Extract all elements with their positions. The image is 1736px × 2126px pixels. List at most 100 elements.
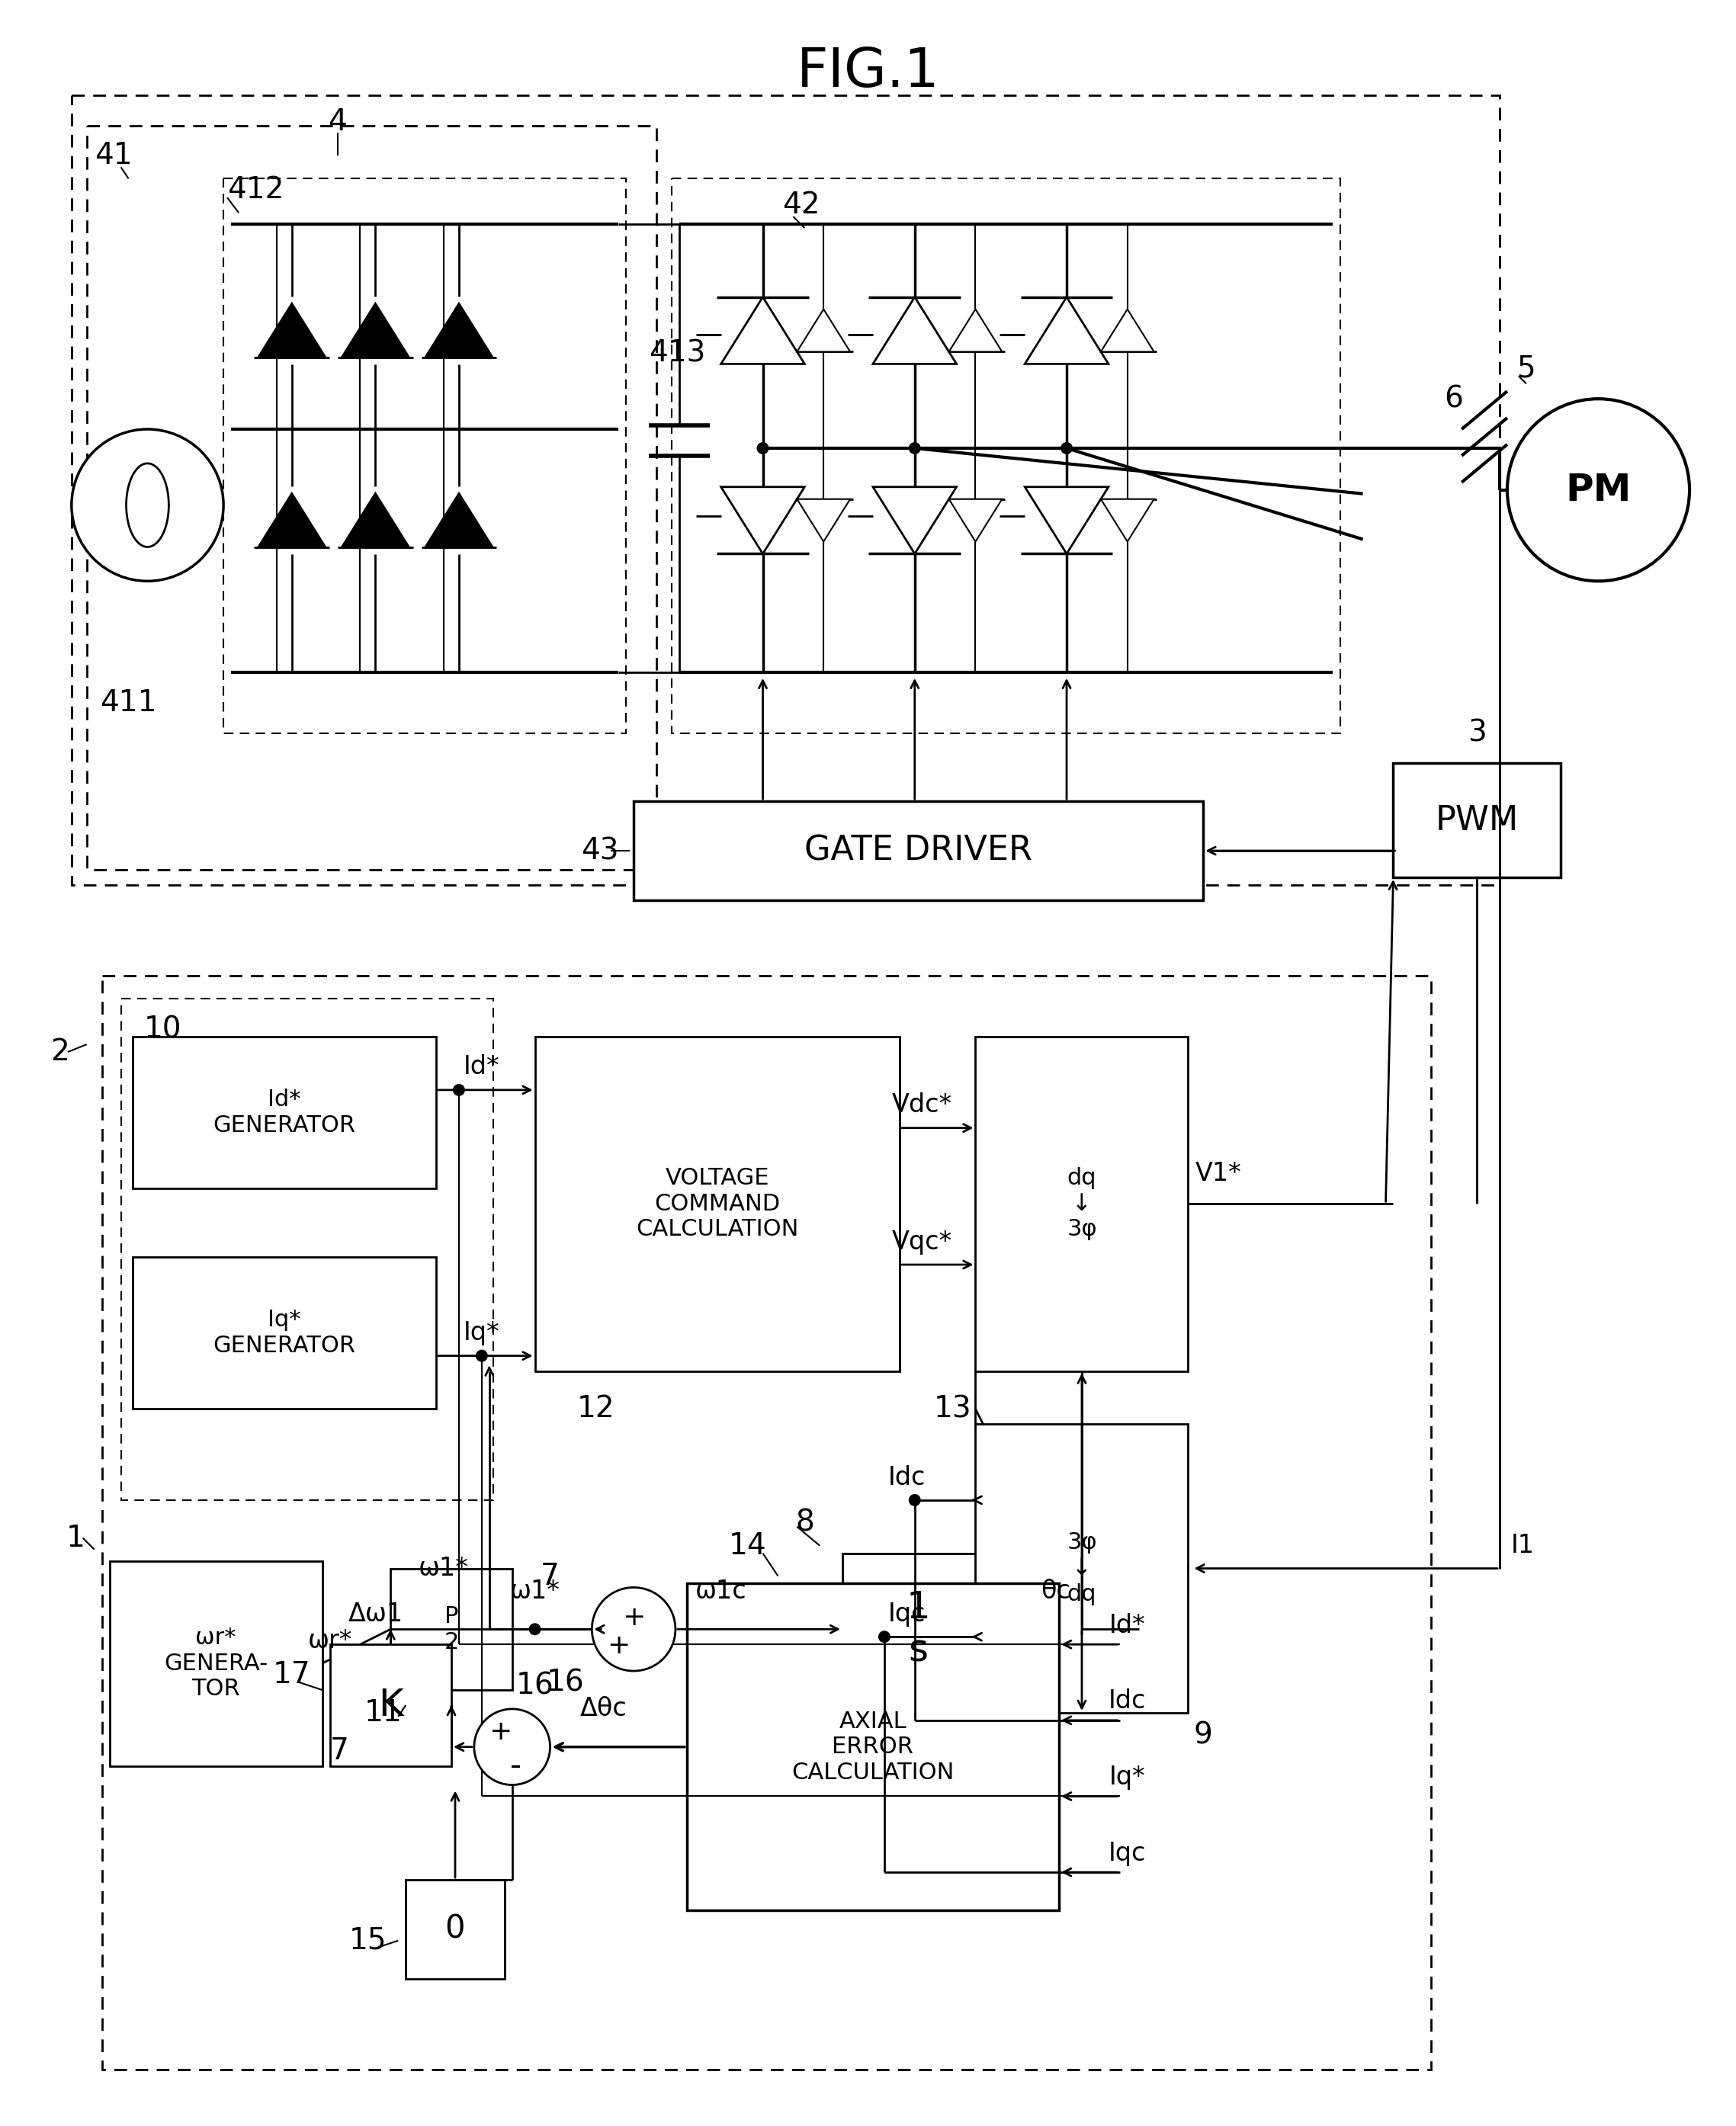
Text: FIG.1: FIG.1 bbox=[797, 47, 939, 98]
Text: +: + bbox=[490, 1718, 512, 1745]
Text: Iq*: Iq* bbox=[464, 1320, 500, 1346]
Bar bbox=[406, 1879, 505, 1979]
Text: I1: I1 bbox=[1510, 1533, 1535, 1558]
Text: P
2: P 2 bbox=[444, 1605, 458, 1654]
Polygon shape bbox=[950, 308, 1002, 351]
Polygon shape bbox=[797, 500, 851, 542]
Circle shape bbox=[908, 442, 920, 455]
Polygon shape bbox=[1101, 500, 1154, 542]
Text: AXIAL
ERROR
CALCULATION: AXIAL ERROR CALCULATION bbox=[792, 1709, 955, 1784]
Text: 5: 5 bbox=[1517, 353, 1536, 383]
Text: 7: 7 bbox=[330, 1737, 349, 1765]
Text: 413: 413 bbox=[649, 338, 705, 368]
Bar bbox=[132, 1256, 436, 1410]
Text: VOLTAGE
COMMAND
CALCULATION: VOLTAGE COMMAND CALCULATION bbox=[635, 1167, 799, 1242]
Text: Δθc: Δθc bbox=[580, 1697, 627, 1722]
Text: Id*
GENERATOR: Id* GENERATOR bbox=[214, 1089, 356, 1137]
Text: Δω1: Δω1 bbox=[347, 1601, 403, 1626]
Polygon shape bbox=[425, 493, 493, 549]
Text: Iq*
GENERATOR: Iq* GENERATOR bbox=[214, 1310, 356, 1356]
Text: ω1c: ω1c bbox=[694, 1580, 746, 1603]
Polygon shape bbox=[425, 304, 493, 357]
Text: -: - bbox=[510, 1750, 521, 1782]
Bar bbox=[976, 1424, 1187, 1714]
Text: 42: 42 bbox=[781, 191, 819, 219]
Circle shape bbox=[71, 429, 224, 580]
Text: Vqc*: Vqc* bbox=[892, 1229, 953, 1254]
Polygon shape bbox=[257, 493, 326, 549]
Circle shape bbox=[878, 1631, 891, 1643]
Text: 16: 16 bbox=[516, 1671, 554, 1701]
Text: Id*: Id* bbox=[1109, 1614, 1146, 1637]
Bar bbox=[102, 976, 1430, 2071]
Text: Iqc: Iqc bbox=[1109, 1841, 1146, 1867]
Text: Vdc*: Vdc* bbox=[892, 1093, 953, 1118]
Polygon shape bbox=[797, 308, 851, 351]
Text: 17: 17 bbox=[273, 1660, 311, 1690]
Bar bbox=[122, 999, 493, 1501]
Polygon shape bbox=[1024, 487, 1108, 553]
Circle shape bbox=[757, 442, 769, 455]
Text: Idc: Idc bbox=[889, 1465, 925, 1490]
Text: K: K bbox=[378, 1686, 403, 1724]
Circle shape bbox=[474, 1709, 550, 1786]
Bar bbox=[109, 1560, 323, 1767]
Text: 1
s: 1 s bbox=[906, 1590, 930, 1669]
Bar bbox=[391, 1569, 512, 1690]
Text: 41: 41 bbox=[94, 140, 132, 170]
Text: 6: 6 bbox=[1444, 385, 1463, 412]
Bar bbox=[71, 96, 1500, 884]
Text: dq
↓
3φ: dq ↓ 3φ bbox=[1066, 1167, 1097, 1242]
Text: 16: 16 bbox=[547, 1669, 585, 1697]
Polygon shape bbox=[720, 298, 804, 364]
Text: 2: 2 bbox=[50, 1037, 69, 1067]
Circle shape bbox=[908, 1495, 920, 1505]
Text: 8: 8 bbox=[795, 1507, 814, 1537]
Text: Idc: Idc bbox=[1109, 1688, 1146, 1714]
Bar bbox=[224, 179, 627, 733]
Text: 11: 11 bbox=[365, 1699, 403, 1726]
Polygon shape bbox=[257, 304, 326, 357]
Bar bbox=[634, 802, 1203, 899]
Circle shape bbox=[529, 1622, 542, 1635]
Text: PWM: PWM bbox=[1436, 804, 1519, 838]
Text: 4: 4 bbox=[328, 106, 347, 136]
Text: PM: PM bbox=[1566, 472, 1632, 508]
Bar bbox=[976, 1037, 1187, 1371]
Bar bbox=[842, 1554, 995, 1705]
Text: 15: 15 bbox=[349, 1926, 387, 1956]
Text: ω1*: ω1* bbox=[510, 1580, 561, 1603]
Bar bbox=[535, 1037, 899, 1371]
Text: Id*: Id* bbox=[464, 1054, 500, 1080]
Text: 12: 12 bbox=[576, 1395, 615, 1424]
Text: 411: 411 bbox=[101, 689, 156, 716]
Bar bbox=[1394, 763, 1561, 878]
Text: Iq*: Iq* bbox=[1109, 1765, 1146, 1790]
Bar bbox=[672, 179, 1340, 733]
Circle shape bbox=[592, 1588, 675, 1671]
Polygon shape bbox=[1101, 308, 1154, 351]
Text: 1: 1 bbox=[66, 1524, 85, 1552]
Text: 412: 412 bbox=[227, 176, 285, 204]
Polygon shape bbox=[342, 493, 410, 549]
Bar bbox=[132, 1037, 436, 1188]
Text: 0: 0 bbox=[444, 1913, 465, 1945]
Polygon shape bbox=[873, 298, 957, 364]
Text: +: + bbox=[621, 1605, 646, 1631]
Text: 7: 7 bbox=[540, 1563, 559, 1590]
Text: 3: 3 bbox=[1467, 719, 1486, 748]
Circle shape bbox=[1061, 442, 1073, 455]
Polygon shape bbox=[342, 304, 410, 357]
Text: 13: 13 bbox=[934, 1395, 972, 1424]
Text: ωr*
GENERA-
TOR: ωr* GENERA- TOR bbox=[163, 1626, 267, 1701]
Text: 9: 9 bbox=[1194, 1722, 1213, 1750]
Circle shape bbox=[476, 1350, 488, 1363]
Bar bbox=[87, 125, 656, 870]
Polygon shape bbox=[950, 500, 1002, 542]
Text: 10: 10 bbox=[144, 1014, 182, 1044]
Text: 14: 14 bbox=[729, 1531, 767, 1560]
Polygon shape bbox=[1024, 298, 1108, 364]
Polygon shape bbox=[873, 487, 957, 553]
Text: Iqc: Iqc bbox=[889, 1601, 925, 1626]
Text: ωr*: ωr* bbox=[307, 1629, 352, 1654]
